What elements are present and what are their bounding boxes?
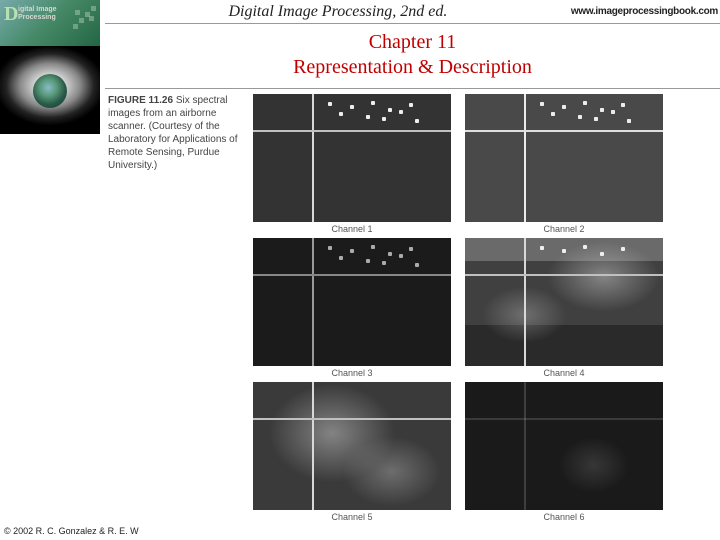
channel-image-2	[465, 94, 663, 222]
header-bar: Digital Image Processing, 2nd ed. www.im…	[105, 0, 720, 24]
cover-iris	[33, 74, 67, 108]
channel-cell-4: Channel 4	[465, 238, 663, 378]
channel-label-4: Channel 4	[465, 368, 663, 378]
cover-pixel-decoration	[58, 2, 98, 42]
cover-text-line2: Processing	[18, 14, 56, 21]
book-cover-thumbnail: D igital Image Processing	[0, 0, 100, 134]
channel-label-2: Channel 2	[465, 224, 663, 234]
channel-cell-2: Channel 2	[465, 94, 663, 234]
cover-eye-image	[0, 46, 100, 134]
copyright-text: © 2002 R. C. Gonzalez & R. E. W	[4, 526, 139, 536]
channel-image-1	[253, 94, 451, 222]
channel-grid: Channel 1 Channel 2 Channel 3 Channel 4 …	[253, 94, 663, 522]
channel-label-6: Channel 6	[465, 512, 663, 522]
channel-label-5: Channel 5	[253, 512, 451, 522]
chapter-name: Representation & Description	[105, 55, 720, 80]
cover-top-band: D igital Image Processing	[0, 0, 100, 46]
channel-label-1: Channel 1	[253, 224, 451, 234]
channel-image-4	[465, 238, 663, 366]
cover-title-text: igital Image Processing	[18, 6, 57, 21]
chapter-number: Chapter 11	[105, 30, 720, 55]
channel-cell-6: Channel 6	[465, 382, 663, 522]
channel-cell-5: Channel 5	[253, 382, 451, 522]
title-underline	[105, 88, 720, 89]
channel-image-6	[465, 382, 663, 510]
book-title: Digital Image Processing, 2nd ed.	[105, 3, 571, 21]
channel-image-5	[253, 382, 451, 510]
channel-label-3: Channel 3	[253, 368, 451, 378]
chapter-title: Chapter 11 Representation & Description	[105, 30, 720, 80]
channel-cell-1: Channel 1	[253, 94, 451, 234]
cover-text-line1: igital Image	[18, 6, 57, 13]
figure-number: FIGURE 11.26	[108, 95, 173, 106]
figure-caption-text: Six spectral images from an airborne sca…	[108, 95, 238, 171]
channel-image-3	[253, 238, 451, 366]
cover-letter-d: D	[4, 3, 18, 26]
channel-cell-3: Channel 3	[253, 238, 451, 378]
figure-caption: FIGURE 11.26 Six spectral images from an…	[108, 94, 238, 172]
figure-area: FIGURE 11.26 Six spectral images from an…	[108, 94, 700, 525]
website-url: www.imageprocessingbook.com	[571, 6, 720, 17]
